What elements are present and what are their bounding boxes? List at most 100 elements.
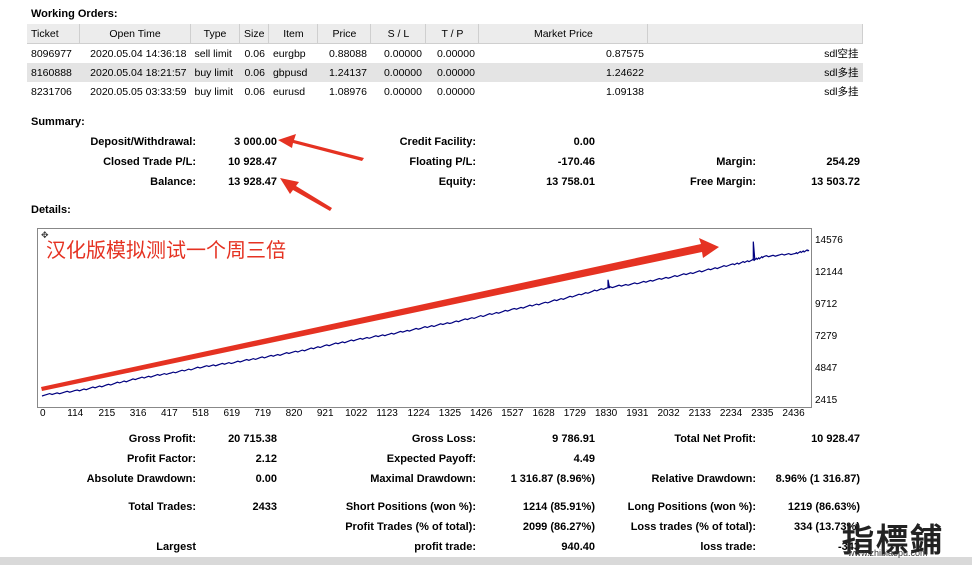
x-tick-label: 2032 [657,408,680,419]
col-header-tp[interactable]: T / P [425,24,480,44]
x-tick-label: 1931 [626,408,649,419]
col-header-market-price[interactable]: Market Price [478,24,649,44]
col-header-type[interactable]: Type [190,24,240,44]
x-tick-label: 114 [67,408,84,419]
x-tick-label: 1325 [438,408,462,419]
watermark-url: www.zhibiaopu.com [848,548,928,558]
cell-ticket: 8231706 [31,85,72,98]
col-header-sl[interactable]: S / L [370,24,427,44]
x-tick-label: 2335 [751,408,774,419]
x-tick-label: 820 [285,408,303,419]
col-header-comment[interactable] [647,24,863,44]
x-tick-label: 921 [316,408,334,419]
x-tick-label: 1224 [407,408,430,419]
cell-size: 0.06 [244,47,265,60]
cell-type: sell limit [194,47,232,60]
closed-pl-value: 10 928.47 [228,156,277,168]
x-tick-label: 417 [160,408,178,419]
profit-factor-label: Profit Factor: [126,453,196,465]
x-tick-label: 1729 [563,408,586,419]
margin-label: Margin: [716,156,756,168]
cell-market-price: 1.24622 [478,63,648,82]
gross-profit-label: Gross Profit: [128,433,196,445]
cell-market-price: 1.09138 [605,85,644,98]
gross-loss-label: Gross Loss: [411,433,476,445]
y-tick-label: 7279 [815,331,838,343]
cell-sl: 0.00000 [383,85,422,98]
margin-value: 254.29 [826,156,860,168]
deposit-value: 3 000.00 [234,136,277,148]
trend-arrow [41,238,719,391]
balance-series-line [41,241,810,397]
horizontal-scrollbar[interactable] [0,557,972,565]
cell-sl: 0.00000 [370,63,426,82]
profit-trades-value: 2099 (86.27%) [522,521,595,533]
x-tick-label: 1628 [532,408,555,419]
cell-market-price: 0.87575 [605,47,644,60]
loss-trades-label: Loss trades (% of total): [630,521,756,533]
x-tick-label: 1830 [594,408,618,419]
largest-profit-trade-label: profit trade: [414,541,476,553]
x-tick-label: 0 [40,408,46,419]
absolute-drawdown-value: 0.00 [255,473,277,485]
col-header-item[interactable]: Item [268,24,319,44]
absolute-drawdown-label: Absolute Drawdown: [86,473,196,485]
table-row[interactable]: 8160888 2020.05.04 18:21:57 buy limit 0.… [27,63,863,82]
balance-chart-svg [41,241,810,397]
balance-label: Balance: [150,176,196,188]
x-tick-label: 2133 [688,408,711,419]
total-trades-label: Total Trades: [128,501,196,513]
expected-payoff-label: Expected Payoff: [386,453,476,465]
cell-type: buy limit [194,85,234,98]
net-profit-label: Total Net Profit: [674,433,756,445]
trend-arrow-overlay [41,238,719,391]
x-tick-label: 2436 [782,408,805,419]
floating-pl-value: -170.46 [557,156,595,168]
arrow-to-balance [280,178,332,211]
y-tick-label: 4847 [815,363,838,375]
equity-value: 13 758.01 [546,176,595,188]
profit-factor-value: 2.12 [255,453,277,465]
x-tick-label: 518 [192,408,209,419]
y-tick-label: 9712 [815,299,838,311]
working-orders-title: Working Orders: [31,8,118,20]
col-header-ticket[interactable]: Ticket [27,24,80,44]
floating-pl-label: Floating P/L: [409,156,476,168]
cell-item: eurgbp [272,47,306,60]
cell-open-time: 2020.05.04 14:36:18 [90,47,187,60]
loss-trades-value: 334 (13.73%) [793,521,860,533]
summary-title: Summary: [31,116,85,128]
cell-price: 1.24137 [317,63,371,82]
short-positions-label: Short Positions (won %): [345,501,476,513]
working-orders-table: Ticket Open Time Type Size Item Price S … [27,24,863,101]
largest-loss-value: -343 [837,541,860,553]
largest-profit-value: 940.40 [561,541,595,553]
closed-pl-label: Closed Trade P/L: [103,156,196,168]
relative-drawdown-label: Relative Drawdown: [651,473,756,485]
col-header-open-time[interactable]: Open Time [79,24,191,44]
free-margin-value: 13 503.72 [811,176,860,188]
maximal-drawdown-label: Maximal Drawdown: [370,473,476,485]
col-header-price[interactable]: Price [317,24,372,44]
balance-chart [37,228,812,408]
largest-label: Largest [156,541,196,553]
cell-price: 1.08976 [328,85,367,98]
table-row[interactable]: 8231706 2020.05.05 03:33:59 buy limit 0.… [27,82,863,101]
cell-size: 0.06 [239,63,269,82]
table-row[interactable]: 8096977 2020.05.04 14:36:18 sell limit 0… [27,44,863,64]
equity-label: Equity: [438,176,476,188]
cell-tp: 0.00000 [436,47,475,60]
arrow-to-deposit [278,134,364,161]
credit-label: Credit Facility: [399,136,476,148]
annotation-arrows [278,134,364,211]
largest-loss-trade-label: loss trade: [700,541,756,553]
relative-drawdown-value: 8.96% (1 316.87) [775,473,860,485]
details-title: Details: [31,204,71,216]
cell-item: eurusd [272,85,306,98]
x-tick-label: 1426 [470,408,493,419]
col-header-size[interactable]: Size [239,24,270,44]
x-tick-label: 719 [254,408,272,419]
x-tick-label: 215 [98,408,116,419]
maximal-drawdown-value: 1 316.87 (8.96%) [510,473,595,485]
deposit-label: Deposit/Withdrawal: [90,136,196,148]
